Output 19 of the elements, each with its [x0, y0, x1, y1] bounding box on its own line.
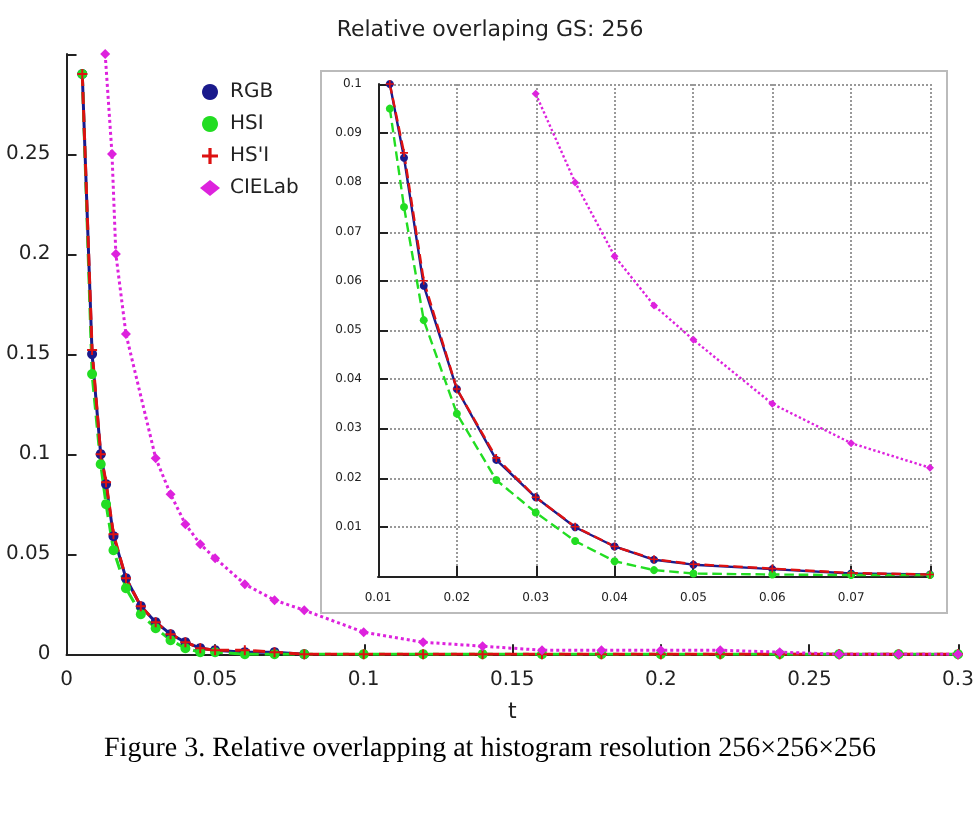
y-tick-label: 0.25: [6, 143, 51, 166]
chart-title: Relative overlaping GS: 256: [336, 16, 644, 42]
y-tick-label: 0.2: [18, 243, 51, 266]
caption: Figure 3. Relative overlapping at histogram resolution 256×256×256: [102, 732, 878, 766]
y-tick-label: 0.05: [6, 543, 51, 566]
legend-label: HSI: [230, 113, 264, 135]
x-tick-label: 0.05: [192, 669, 238, 692]
y-tick-label: 0.15: [6, 343, 51, 366]
legend-label: HS'I: [230, 145, 270, 167]
x-tick-label: 0: [60, 669, 73, 692]
x-tick-label: 0.2: [644, 669, 677, 692]
x-axis-title: t: [507, 698, 518, 724]
x-tick-label: 0.15: [490, 669, 535, 692]
x-tick-label: 0.25: [787, 669, 832, 692]
legend-label: RGB: [230, 81, 274, 103]
legend-label: CIELab: [230, 177, 299, 199]
y-tick-label: 0.1: [18, 443, 51, 466]
y-tick-label: 0: [37, 643, 51, 666]
x-tick-label: 0.3: [942, 669, 974, 692]
